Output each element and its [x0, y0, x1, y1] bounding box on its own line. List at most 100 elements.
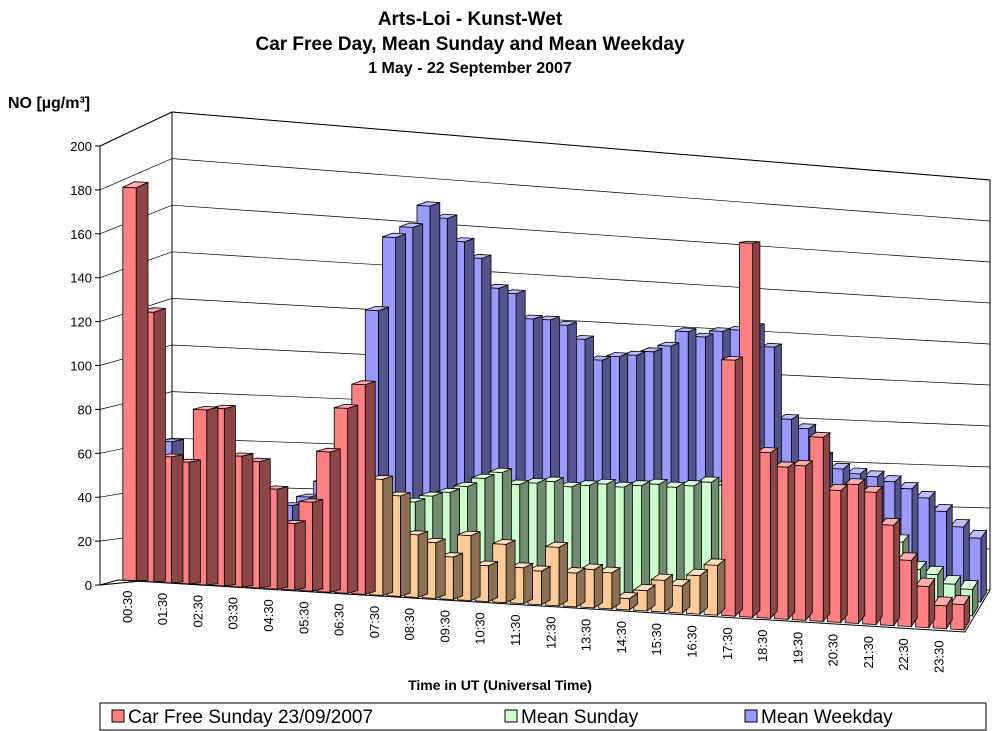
bar-side	[717, 558, 726, 617]
bar-side	[188, 459, 201, 585]
bar-top	[609, 481, 634, 488]
bar-side	[770, 447, 778, 620]
bar-top	[808, 431, 832, 438]
bar-top	[520, 314, 543, 320]
x-tick-label: 23:30	[932, 640, 947, 673]
bar-top	[334, 403, 358, 409]
bar-top	[826, 483, 849, 491]
x-tick-label: 10:30	[473, 612, 488, 645]
bar-side	[399, 491, 411, 597]
bar-top	[592, 478, 617, 485]
bar-top	[923, 565, 945, 576]
bar-top	[558, 481, 581, 488]
y-tick-label: 40	[78, 490, 92, 505]
legend-text: Mean Sunday	[521, 707, 639, 728]
x-tick-label: 21:30	[861, 636, 876, 669]
bar-top	[791, 459, 814, 467]
bar-top	[640, 347, 662, 353]
bar-front	[932, 604, 947, 630]
bar-top	[829, 462, 851, 470]
bar-side	[752, 241, 761, 619]
bar-top	[692, 332, 714, 338]
bar-top	[949, 594, 971, 606]
bar-top	[915, 490, 937, 499]
bar-top	[679, 480, 703, 487]
bar-side	[488, 560, 499, 603]
bar	[932, 596, 953, 631]
y-tick-label: 140	[70, 271, 92, 286]
x-tick-label: 11:30	[508, 614, 523, 646]
bar-top	[506, 479, 529, 485]
x-tick-label: 03:30	[226, 597, 241, 630]
legend-swatch	[744, 709, 758, 723]
bar-top	[685, 568, 709, 577]
bar-top	[703, 558, 726, 566]
bar-top	[880, 475, 902, 483]
bar-side	[470, 531, 481, 602]
bar-side	[805, 460, 813, 622]
bar-side	[223, 405, 236, 587]
bar	[826, 483, 849, 624]
bar-side	[364, 380, 376, 595]
grid-line	[99, 251, 991, 304]
bar-top	[777, 414, 800, 420]
x-tick-label: 22:30	[896, 638, 911, 671]
bar-side	[910, 552, 918, 628]
bar-top	[574, 480, 600, 486]
bar-top	[541, 476, 564, 483]
x-tick-label: 12:30	[543, 617, 558, 650]
bar-top	[914, 577, 936, 588]
bar-side	[241, 452, 254, 588]
bar-front	[950, 603, 965, 631]
x-tick-label: 16:30	[685, 625, 700, 658]
x-tick-label: 00:30	[120, 591, 135, 624]
bar	[721, 355, 743, 618]
bar	[861, 485, 884, 626]
bar-front	[122, 186, 137, 582]
bar-top	[122, 181, 149, 189]
x-tick-label: 07:30	[367, 606, 382, 639]
bar	[632, 583, 657, 612]
bar-top	[721, 355, 743, 361]
bar-top	[571, 334, 594, 340]
x-tick-label: 19:30	[790, 632, 805, 665]
bar-side	[822, 432, 831, 623]
grid-line	[99, 204, 991, 263]
bar	[492, 539, 516, 604]
bar-side	[541, 565, 551, 606]
bar	[914, 577, 936, 630]
bar-side	[382, 475, 394, 596]
chart-title: Arts-Loi - Kunst-Wet	[378, 9, 563, 30]
x-tick-label: 05:30	[296, 601, 311, 634]
bar-top	[193, 405, 219, 411]
bar	[949, 594, 971, 632]
bar-top	[382, 232, 406, 239]
bar-top	[365, 305, 389, 312]
bar-side	[311, 498, 324, 592]
bar-top	[457, 530, 481, 537]
bar-side	[170, 454, 184, 584]
bar-side	[523, 562, 533, 605]
chart-subtitle: Car Free Day, Mean Sunday and Mean Weekd…	[255, 34, 684, 55]
x-tick-label: 06:30	[332, 604, 347, 637]
legend-text: Mean Weekday	[761, 707, 893, 728]
bar-top	[399, 222, 423, 228]
bar-top	[316, 447, 341, 453]
bar-side	[611, 566, 621, 610]
y-tick-label: 20	[78, 534, 92, 549]
bar-top	[537, 315, 560, 321]
bar-side	[664, 573, 673, 613]
x-tick-label: 17:30	[720, 627, 735, 660]
bar	[791, 459, 814, 622]
bar-top	[597, 566, 622, 574]
bar-side	[347, 404, 359, 594]
bar-side	[858, 478, 866, 625]
y-tick-label: 0	[85, 578, 92, 593]
bar-top	[661, 481, 686, 488]
bar-top	[523, 478, 547, 484]
bar-top	[298, 498, 323, 503]
x-tick-label: 18:30	[755, 630, 770, 663]
bar	[808, 431, 832, 623]
y-tick-label: 100	[70, 359, 92, 374]
